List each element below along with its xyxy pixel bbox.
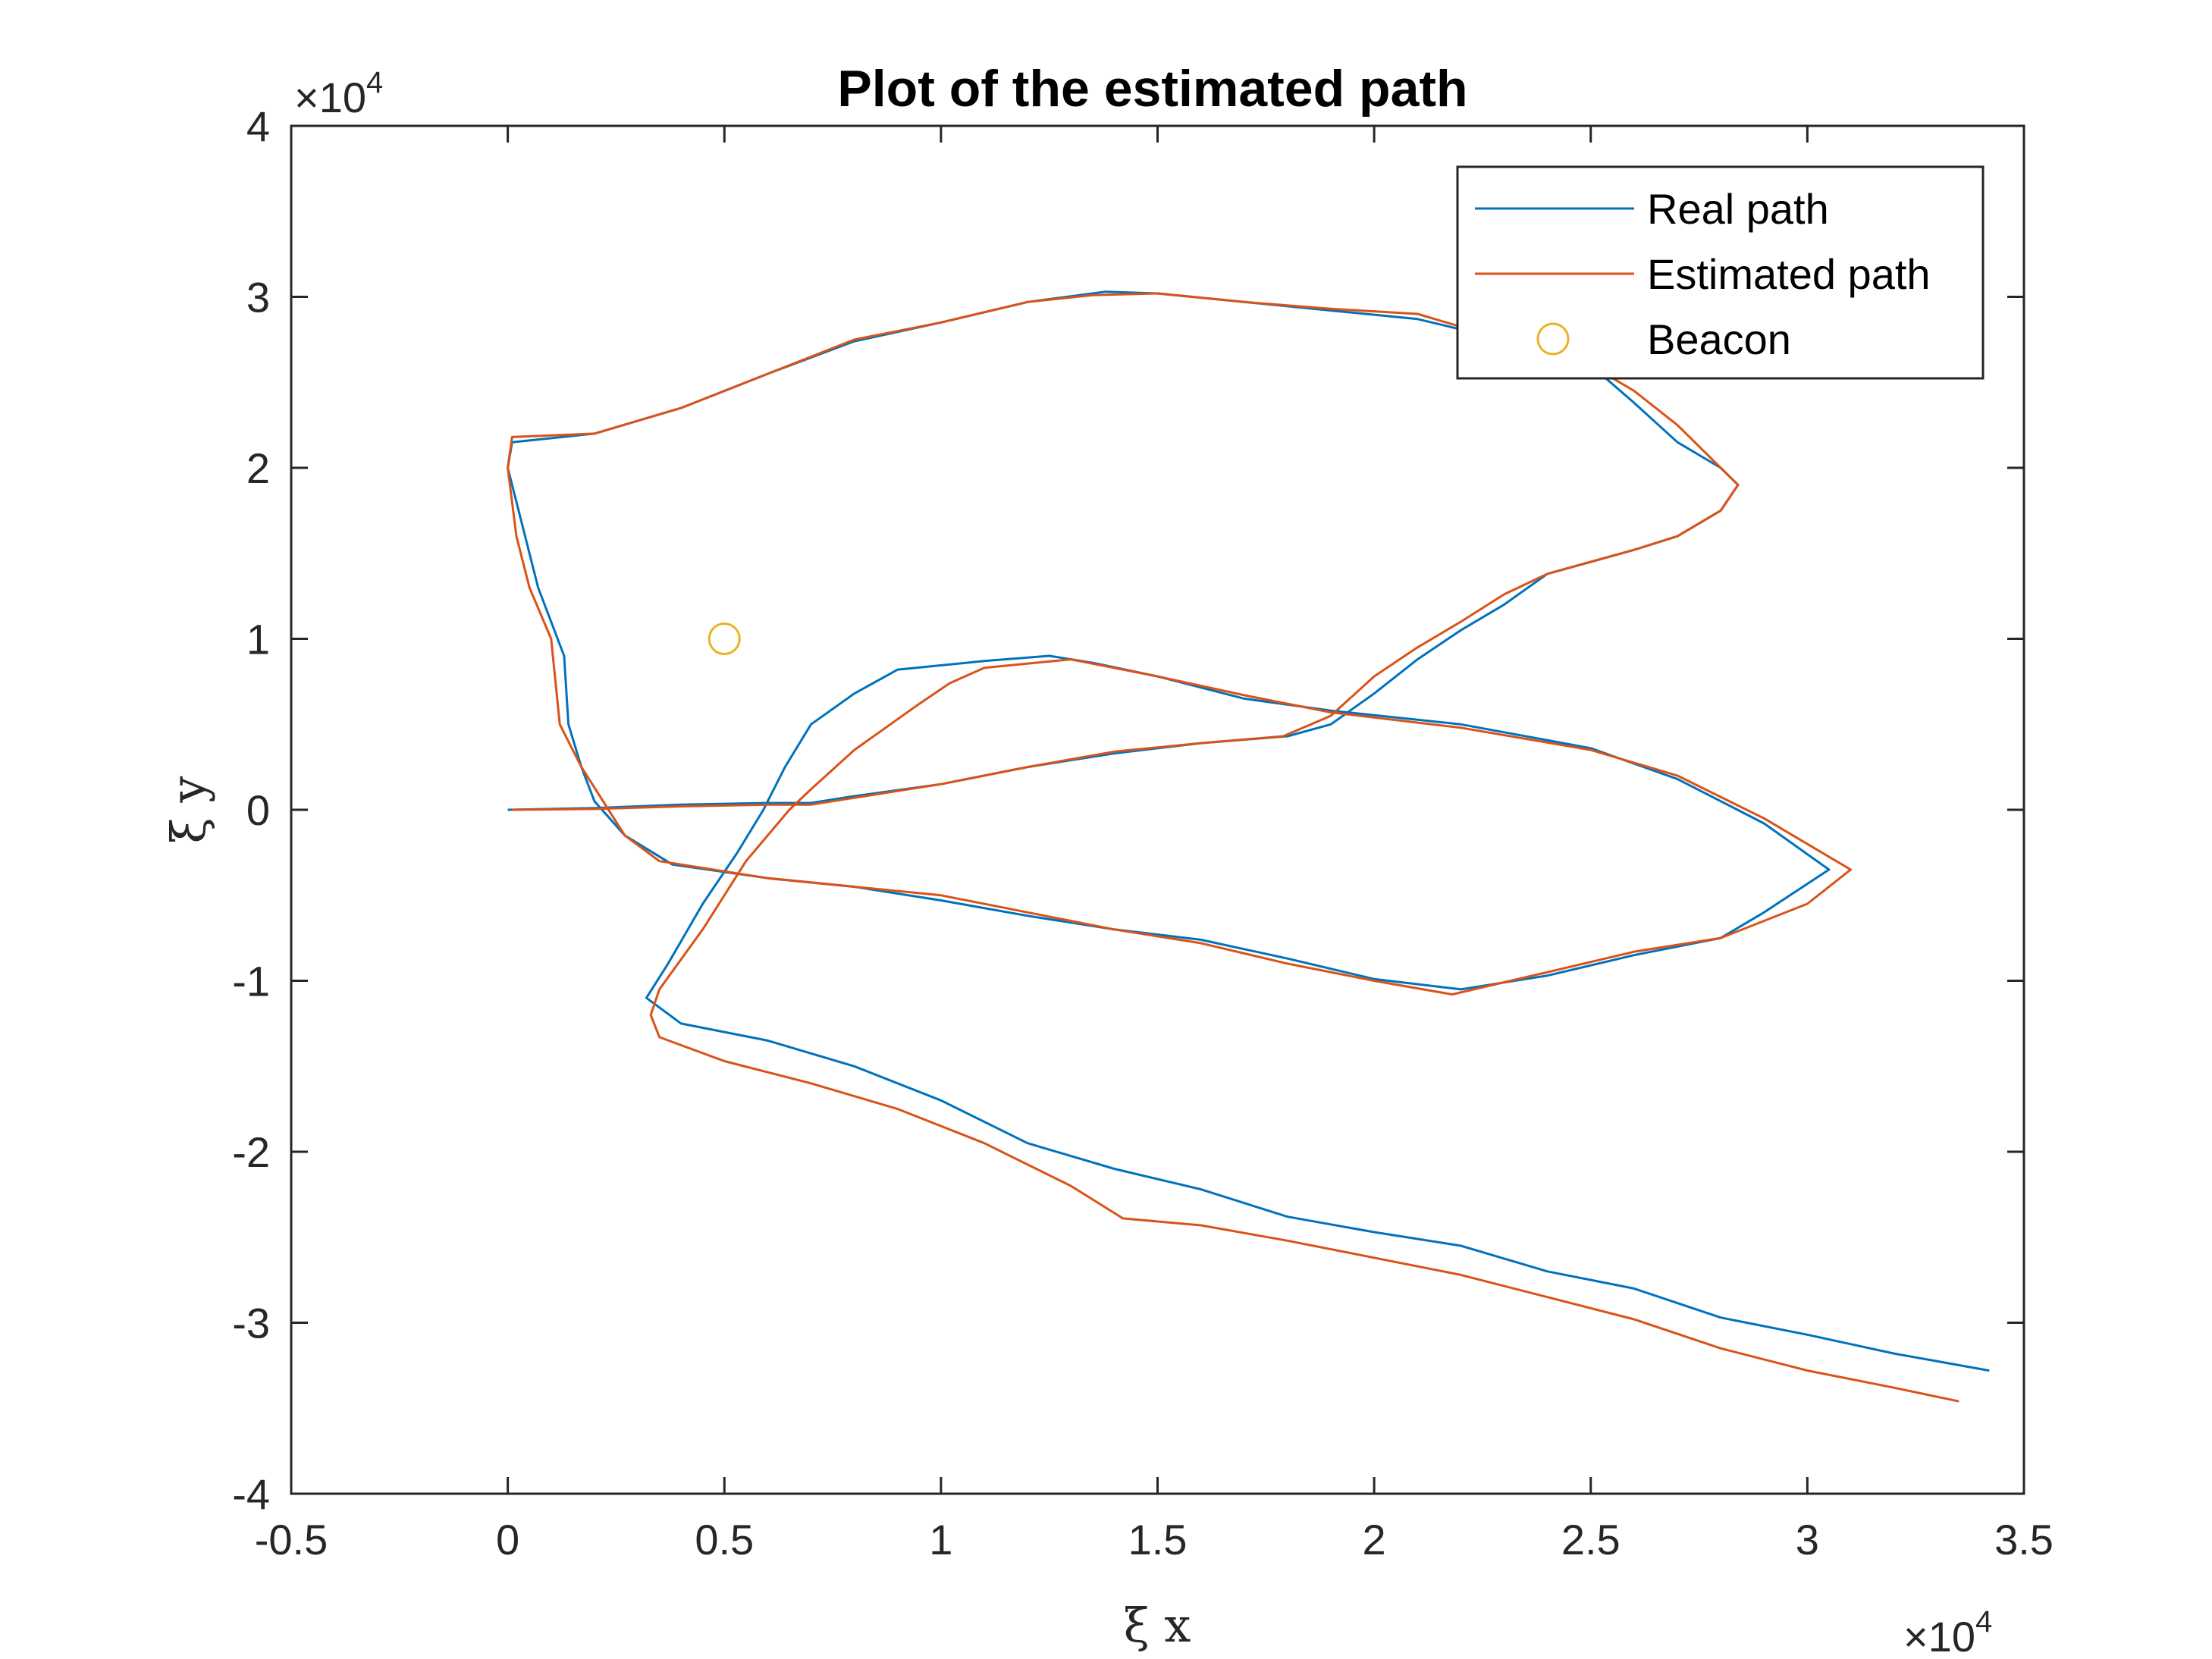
x-tick-label: 0.5 xyxy=(695,1516,754,1563)
legend-label-beacon: Beacon xyxy=(1647,315,1791,363)
x-tick-label: 1 xyxy=(929,1516,952,1563)
legend: Real path Estimated path Beacon xyxy=(1456,165,1985,380)
x-tick-label: -0.5 xyxy=(255,1516,328,1563)
x-tick-label: 0 xyxy=(496,1516,519,1563)
y-tick-label: -3 xyxy=(232,1300,270,1347)
plot-area: -0.5 0 0.5 1 1.5 2 2.5 3 3.5 -4 -3 -2 -1 0 1 2 3 4 xyxy=(232,102,2054,1563)
x-tick-label: 2 xyxy=(1363,1516,1386,1563)
y-tick-label: 4 xyxy=(246,102,270,150)
estimated-path-line xyxy=(507,292,1959,1403)
y-exponent-base: ×10 xyxy=(294,74,366,121)
x-exponent-base: ×10 xyxy=(1903,1613,1975,1659)
x-tick-label: 3.5 xyxy=(1994,1516,2054,1563)
legend-label-estimated-path: Estimated path xyxy=(1647,250,1931,298)
legend-swatch-beacon xyxy=(1536,322,1570,356)
legend-label-real-path: Real path xyxy=(1647,185,1829,233)
y-tick-label: 1 xyxy=(246,616,270,663)
y-tick-label: -4 xyxy=(232,1470,270,1518)
y-axis-ticks: -4 -3 -2 -1 0 1 2 3 4 xyxy=(232,102,2024,1518)
x-exponent-power: 4 xyxy=(1975,1605,1992,1639)
y-exponent-label: ×104 xyxy=(294,66,383,121)
y-tick-label: 3 xyxy=(246,274,270,321)
x-tick-label: 1.5 xyxy=(1128,1516,1188,1563)
x-tick-label: 2.5 xyxy=(1561,1516,1621,1563)
x-axis-label: ξ x xyxy=(1124,1598,1191,1653)
x-exponent-label: ×104 xyxy=(1903,1605,1992,1659)
y-exponent-power: 4 xyxy=(366,66,383,99)
y-axis-label: ξ y xyxy=(161,776,216,844)
y-tick-label: -2 xyxy=(232,1128,270,1176)
beacon-marker xyxy=(708,623,741,655)
y-tick-label: 2 xyxy=(246,444,270,492)
series-layer xyxy=(507,290,1990,1403)
chart-title: Plot of the estimated path xyxy=(837,60,1467,118)
x-axis-ticks: -0.5 0 0.5 1 1.5 2 2.5 3 3.5 xyxy=(255,126,2054,1563)
y-tick-label: 0 xyxy=(246,786,270,834)
real-path-line xyxy=(507,290,1990,1372)
y-tick-label: -1 xyxy=(232,958,270,1005)
x-tick-label: 3 xyxy=(1796,1516,1819,1563)
